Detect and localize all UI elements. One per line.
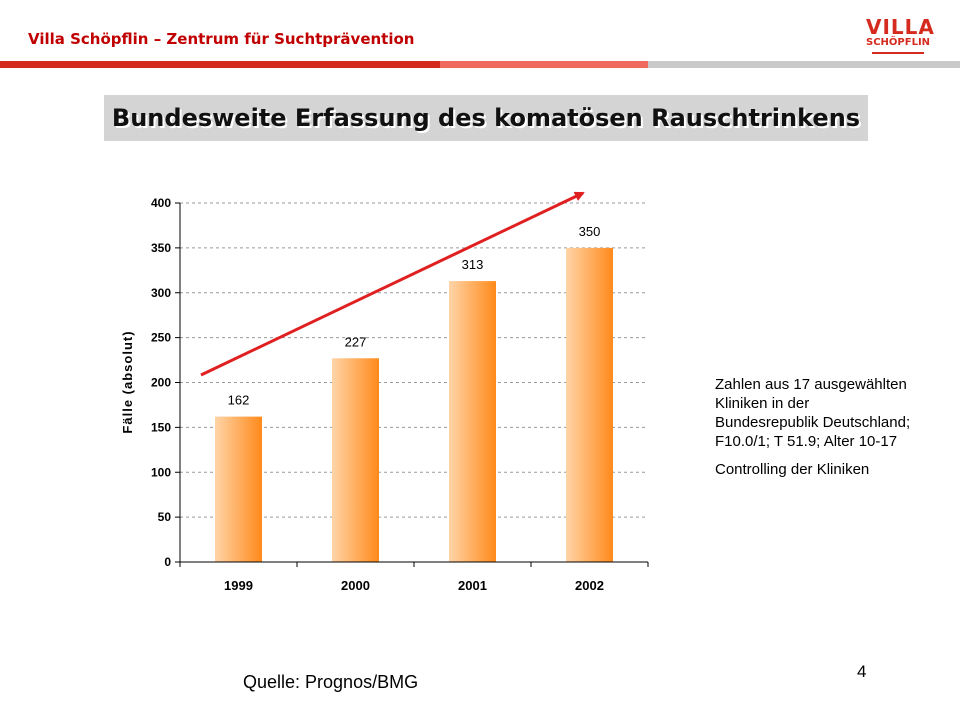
- note-clinics: Zahlen aus 17 ausgewählten Kliniken in d…: [715, 376, 911, 450]
- y-tick-label: 400: [151, 196, 171, 210]
- y-tick-label: 300: [151, 286, 171, 300]
- logo-text-bottom: SCHÖPFLIN: [866, 37, 931, 48]
- x-tick-label-1999: 1999: [224, 578, 253, 593]
- y-axis-title: Fälle (absolut): [120, 330, 135, 433]
- y-tick-label: 50: [158, 510, 172, 524]
- x-tick-label-2000: 2000: [341, 578, 370, 593]
- villa-schoepflin-logo: VILLA SCHÖPFLIN: [866, 15, 935, 60]
- x-tick-label-2001: 2001: [458, 578, 487, 593]
- header-stripe-grey: [648, 61, 960, 68]
- data-label-2000: 227: [345, 334, 367, 349]
- y-tick-label: 150: [151, 420, 171, 434]
- chart-note: Zahlen aus 17 ausgewählten Kliniken in d…: [715, 375, 915, 488]
- bar-1999: [215, 416, 262, 562]
- data-label-2001: 313: [462, 257, 484, 272]
- x-tick-label-2002: 2002: [575, 578, 604, 593]
- header-stripe-red: [0, 61, 440, 68]
- data-label-2002: 350: [579, 224, 601, 239]
- org-title: Villa Schöpflin – Zentrum für Suchtpräve…: [28, 30, 415, 48]
- source-citation: Quelle: Prognos/BMG: [243, 672, 419, 692]
- logo-text-top: VILLA: [866, 15, 935, 39]
- slide-title: Bundesweite Erfassung des komatösen Raus…: [111, 104, 861, 132]
- bar-2001: [449, 281, 496, 562]
- y-tick-label: 100: [151, 465, 171, 479]
- bar-2000: [332, 358, 379, 562]
- bar-2002: [566, 247, 613, 562]
- slide-title-box: Bundesweite Erfassung des komatösen Raus…: [104, 95, 868, 141]
- logo-underline: [872, 52, 924, 54]
- header-stripe-light-red: [440, 61, 648, 68]
- bar-chart: 0 50 100 150 200 250 300 350 400 162 1999 227 2000 3…: [120, 191, 649, 593]
- page-number: 4: [857, 662, 867, 681]
- y-tick-label: 250: [151, 331, 171, 345]
- trend-arrow: [200, 191, 585, 377]
- data-label-1999: 162: [228, 393, 250, 408]
- y-tick-label: 350: [151, 241, 171, 255]
- note-controlling: Controlling der Kliniken: [715, 461, 870, 478]
- y-tick-label: 200: [151, 376, 171, 390]
- y-tick-label: 0: [164, 555, 171, 569]
